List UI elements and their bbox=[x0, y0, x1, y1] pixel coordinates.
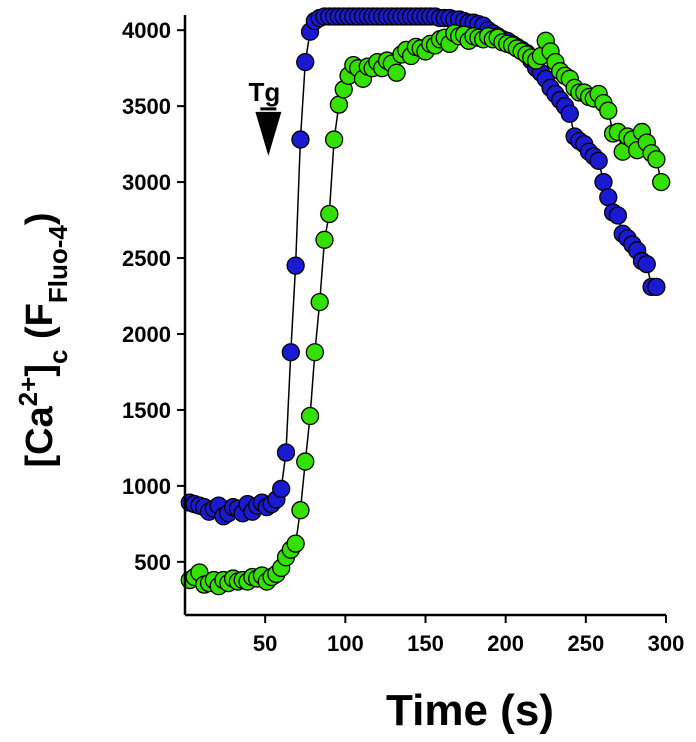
data-point bbox=[296, 452, 315, 471]
tg-annotation: Tg bbox=[248, 77, 282, 156]
data-point bbox=[647, 277, 666, 297]
series-1 bbox=[180, 24, 671, 596]
y-tick-label: 1500 bbox=[122, 398, 171, 423]
data-point bbox=[276, 443, 296, 462]
tg-label: Tg bbox=[248, 77, 280, 107]
data-point bbox=[310, 292, 329, 312]
data-point bbox=[291, 130, 310, 149]
series-layer bbox=[180, 7, 671, 596]
y-tick-label: 2500 bbox=[122, 246, 171, 271]
data-point bbox=[315, 230, 334, 249]
data-point bbox=[599, 101, 618, 120]
y-tick-label: 500 bbox=[134, 550, 171, 575]
data-point bbox=[599, 188, 618, 207]
data-point bbox=[286, 256, 305, 275]
y-axis-title: [Ca2+]c (FFluo-4) bbox=[13, 212, 73, 467]
x-tick-label: 100 bbox=[327, 631, 364, 656]
x-tick-label: 150 bbox=[407, 631, 444, 656]
y-tick-label: 4000 bbox=[122, 18, 171, 43]
data-point bbox=[291, 501, 310, 520]
y-title-open: [Ca bbox=[19, 405, 61, 467]
y-title-close: ] bbox=[19, 364, 61, 377]
tg-arrow-head bbox=[255, 111, 282, 156]
data-point bbox=[281, 343, 300, 362]
ticks-layer: 50 100 150 200 250 300 500 1000 1500 2000 2500 3000… bbox=[122, 18, 684, 656]
data-point bbox=[594, 172, 613, 192]
data-point bbox=[305, 343, 325, 362]
data-point bbox=[300, 406, 320, 426]
y-title-sup: 2+ bbox=[13, 377, 43, 407]
x-axis-title: Time (s) bbox=[386, 686, 554, 735]
data-point bbox=[608, 206, 628, 225]
y-tick-label: 3500 bbox=[122, 94, 171, 119]
data-point bbox=[560, 104, 579, 123]
data-point bbox=[329, 95, 349, 114]
y-title-fsub: Fluo-4 bbox=[43, 225, 73, 304]
data-point bbox=[320, 204, 339, 224]
data-point bbox=[272, 479, 291, 499]
y-tick-label: 2000 bbox=[122, 322, 171, 347]
data-point bbox=[652, 172, 671, 192]
y-title-paren-close: ) bbox=[19, 212, 61, 225]
y-tick-label: 1000 bbox=[122, 474, 171, 499]
data-point bbox=[296, 52, 315, 72]
data-point bbox=[647, 150, 666, 169]
x-tick-label: 300 bbox=[648, 631, 685, 656]
y-tick-label: 3000 bbox=[122, 170, 171, 195]
y-title-paren-open: (F bbox=[19, 303, 61, 349]
x-tick-label: 50 bbox=[253, 631, 277, 656]
data-point bbox=[589, 151, 608, 170]
x-tick-label: 250 bbox=[567, 631, 604, 656]
data-point bbox=[286, 534, 305, 553]
data-point bbox=[637, 254, 656, 274]
data-point bbox=[324, 130, 344, 149]
x-tick-label: 200 bbox=[487, 631, 524, 656]
data-point bbox=[387, 63, 406, 82]
y-title-sub: c bbox=[43, 350, 73, 364]
